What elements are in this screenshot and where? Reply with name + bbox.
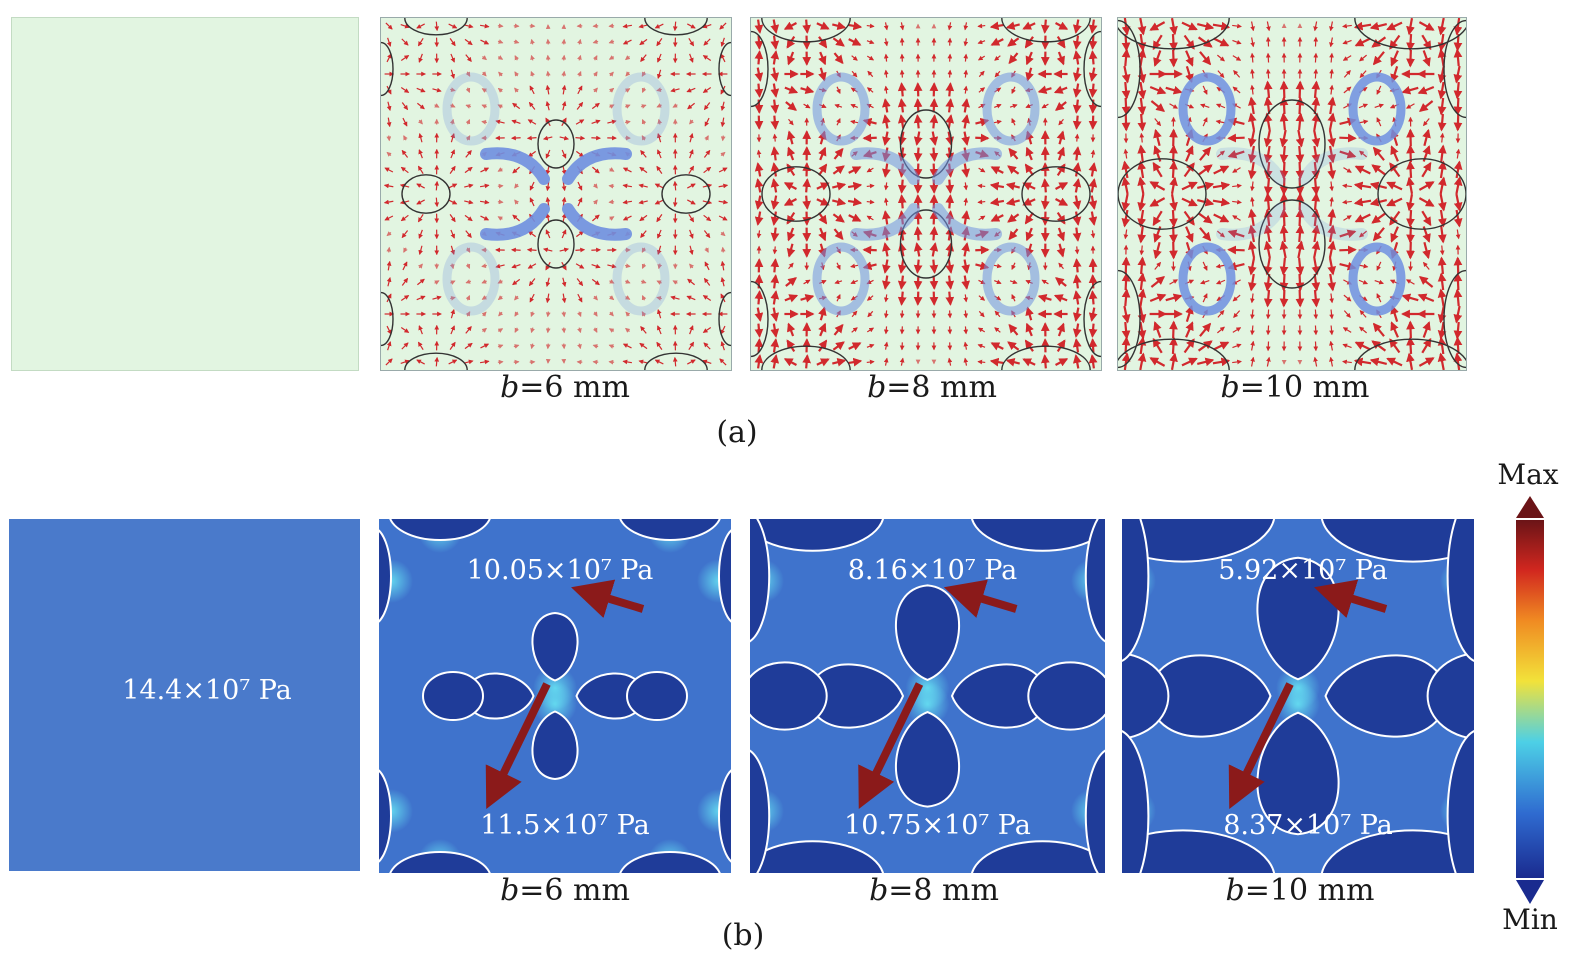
- reference-stress-value: 14.4×10⁷ Pa: [122, 675, 292, 706]
- holes: [379, 519, 731, 873]
- subfigure-label-a: (a): [716, 415, 758, 450]
- holes: [750, 519, 1105, 873]
- velocity-vectors: [383, 21, 729, 367]
- stress-map-b10: 5.92×10⁷ Pa 8.37×10⁷ Pa: [1122, 519, 1474, 873]
- panel-a-reference: [11, 17, 359, 371]
- caption-b-b6: b=6 mm: [500, 873, 630, 908]
- panel-b-b6: 10.05×10⁷ Pa 11.5×10⁷ Pa: [379, 519, 731, 873]
- hole-outlines: [1118, 18, 1466, 370]
- vector-field-b8: [751, 18, 1101, 370]
- rotation-arrows: [812, 72, 1040, 316]
- caption-b-b10: b=10 mm: [1225, 873, 1375, 908]
- panel-a-b6: [380, 17, 732, 371]
- colorbar-max-arrow: [1516, 496, 1544, 518]
- colorbar: [1508, 492, 1552, 908]
- subfigure-label-b: (b): [721, 918, 765, 953]
- panel-a-b8: [750, 17, 1102, 371]
- colorbar-gradient: [1516, 520, 1544, 878]
- vector-field-b10: [1118, 18, 1466, 370]
- colorbar-max-label: Max: [1497, 458, 1559, 491]
- vector-field-b6: [381, 18, 731, 370]
- caption-a-b8: b=8 mm: [867, 370, 997, 405]
- panel-b-reference: 14.4×10⁷ Pa: [9, 519, 360, 871]
- indicator-arrows: [485, 579, 645, 809]
- stress-value-top: 10.05×10⁷ Pa: [467, 555, 654, 586]
- rotation-arrows: [442, 72, 670, 316]
- caption-b-b8: b=8 mm: [869, 873, 999, 908]
- colorbar-min-arrow: [1516, 880, 1544, 904]
- indicator-arrows: [858, 579, 1018, 809]
- stress-value-bottom: 10.75×10⁷ Pa: [844, 810, 1031, 841]
- stress-value-bottom: 8.37×10⁷ Pa: [1223, 810, 1393, 841]
- panel-b-b8: 8.16×10⁷ Pa 10.75×10⁷ Pa: [750, 519, 1105, 873]
- stress-map-b8: 8.16×10⁷ Pa 10.75×10⁷ Pa: [750, 519, 1105, 873]
- indicator-arrows: [1228, 579, 1388, 809]
- caption-a-b10: b=10 mm: [1220, 370, 1370, 405]
- stress-value-top: 5.92×10⁷ Pa: [1218, 555, 1388, 586]
- stress-map-b6: 10.05×10⁷ Pa 11.5×10⁷ Pa: [379, 519, 731, 873]
- holes: [1122, 519, 1474, 873]
- stress-value-top: 8.16×10⁷ Pa: [848, 555, 1018, 586]
- hole-outlines: [381, 18, 731, 370]
- velocity-vectors: [1121, 18, 1463, 370]
- rotation-arrows: [1178, 72, 1406, 316]
- colorbar-min-label: Min: [1502, 903, 1558, 936]
- stress-value-bottom: 11.5×10⁷ Pa: [480, 810, 650, 841]
- hole-outlines: [751, 18, 1101, 370]
- velocity-vectors: [754, 19, 1098, 369]
- caption-a-b6: b=6 mm: [500, 370, 630, 405]
- panel-b-b10: 5.92×10⁷ Pa 8.37×10⁷ Pa: [1122, 519, 1474, 873]
- panel-a-b10: [1117, 17, 1467, 371]
